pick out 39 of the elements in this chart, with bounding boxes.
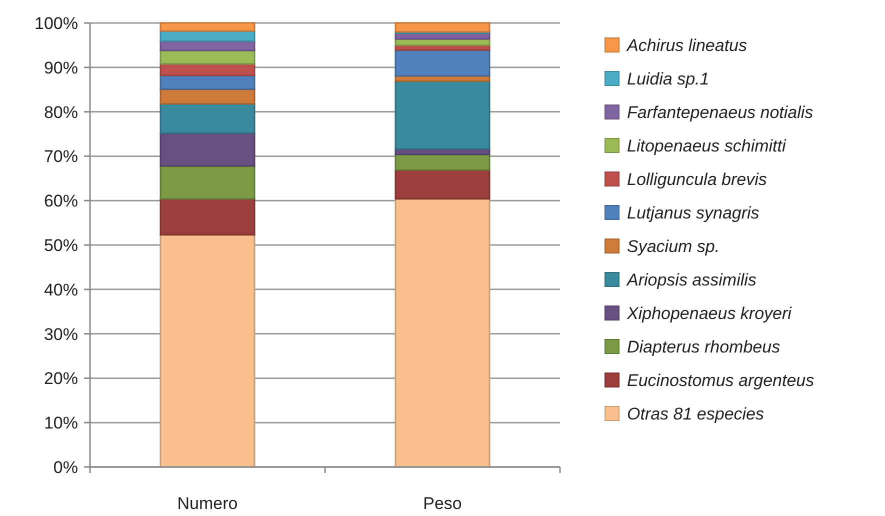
bar — [160, 22, 256, 32]
y-tick-label: 20% — [44, 369, 78, 388]
bar — [160, 198, 256, 236]
legend-label: Farfantepenaeus notialis — [627, 102, 814, 122]
bar — [160, 74, 256, 90]
bar — [160, 88, 256, 105]
legend-label: Otras 81 especies — [627, 404, 765, 424]
bar — [160, 165, 256, 200]
legend-label: Syacium sp. — [627, 236, 720, 256]
legend-label: Lutjanus synagris — [627, 203, 760, 222]
y-tick-label: 0% — [53, 458, 78, 477]
bar — [160, 103, 256, 134]
legend-label: Xiphopenaeus kroyeri — [626, 304, 793, 323]
y-tick-label: 80% — [44, 102, 78, 122]
legend-label: Ariopsis assimilis — [626, 270, 757, 290]
legend-label: Luidia sp.1 — [627, 69, 710, 88]
bar — [160, 234, 256, 468]
y-tick-label: 50% — [44, 236, 78, 255]
x-tick-label: Numero — [177, 494, 238, 513]
legend-label: Achirus lineatus — [626, 36, 748, 55]
y-tick-label: 40% — [44, 280, 78, 300]
bar — [394, 198, 490, 468]
bar — [394, 80, 490, 150]
y-tick-label: 60% — [44, 192, 78, 211]
bar — [160, 30, 256, 42]
y-tick-label: 30% — [44, 324, 78, 344]
legend-label: Litopenaeus schimitti — [627, 136, 787, 156]
bar — [160, 132, 256, 167]
y-tick-label: 70% — [44, 147, 78, 166]
legend-label: Eucinostomus argenteus — [627, 370, 815, 390]
y-tick-label: 100% — [34, 14, 78, 33]
y-tick-label: 10% — [44, 414, 78, 433]
x-tick-label: Peso — [423, 494, 462, 513]
bar — [394, 154, 490, 171]
legend-label: Diapterus rhombeus — [627, 337, 781, 356]
bar — [394, 169, 490, 200]
bar — [394, 49, 490, 77]
legend-label: Lolliguncula brevis — [627, 170, 768, 189]
y-tick-label: 90% — [44, 58, 78, 78]
